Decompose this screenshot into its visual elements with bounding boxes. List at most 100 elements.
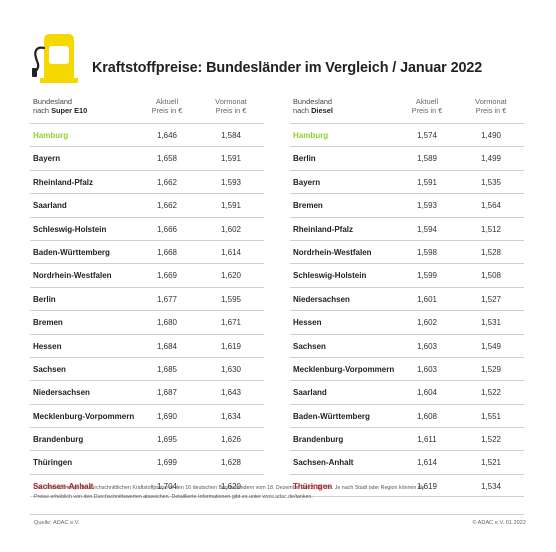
current-price-cell: 1,614 <box>416 458 438 468</box>
state-cell: Thüringen <box>293 481 333 491</box>
table-row: Mecklenburg-Vorpommern 1,603 1,529 <box>290 356 524 380</box>
table-row: Bremen 1,593 1,564 <box>290 193 524 216</box>
current-price-cell: 1,598 <box>416 247 438 257</box>
footnote: Die Übersicht zeigt die durchschnittlich… <box>34 485 425 500</box>
table-row: Niedersachsen 1,601 1,527 <box>290 286 524 310</box>
state-cell: Sachsen-Anhalt <box>33 481 94 491</box>
table-header: Bundesland nach Super E10 Aktuell Preis … <box>30 94 264 123</box>
previous-price-cell: 1,529 <box>480 364 502 374</box>
table-row: Mecklenburg-Vorpommern 1,690 1,634 <box>30 403 264 427</box>
state-cell: Niedersachsen <box>33 388 90 398</box>
table-row: Thüringen 1,619 1,534 <box>290 473 524 498</box>
previous-price-cell: 1,527 <box>480 294 502 304</box>
previous-price-cell: 1,535 <box>480 177 502 187</box>
current-price-cell: 1,699 <box>156 458 178 468</box>
state-cell: Sachsen-Anhalt <box>293 458 354 468</box>
previous-price-cell: 1,593 <box>220 177 242 187</box>
table-body: Hamburg 1,646 1,584 Bayern 1,658 1,591 Rheinla… <box>30 123 264 498</box>
state-cell: Sachsen <box>33 364 66 374</box>
previous-price-cell: 1,549 <box>480 341 502 351</box>
column-header-current: Aktuell Preis in € <box>151 97 183 115</box>
source-label: Quelle: ADAC e.V. <box>34 520 80 526</box>
table-row: Saarland 1,662 1,591 <box>30 193 264 216</box>
table-body: Hamburg 1,574 1,490 Berlin 1,589 1,499 Bayern 1… <box>290 123 524 498</box>
table-row: Hamburg 1,574 1,490 <box>290 123 524 146</box>
table-row: Baden-Württemberg 1,668 1,614 <box>30 239 264 263</box>
state-cell: Bremen <box>33 318 63 328</box>
previous-price-cell: 1,490 <box>480 131 502 140</box>
previous-price-cell: 1,522 <box>480 435 502 445</box>
current-price-cell: 1,593 <box>416 201 438 211</box>
current-price-cell: 1,687 <box>156 388 178 398</box>
table-diesel: Bundesland nach Diesel Aktuell Preis in … <box>290 94 524 498</box>
table-row: Schleswig-Holstein 1,599 1,508 <box>290 263 524 286</box>
column-header-current: Aktuell Preis in € <box>411 97 443 115</box>
footer-divider <box>30 514 524 515</box>
state-cell: Saarland <box>33 201 67 211</box>
previous-price-cell: 1,626 <box>220 435 242 445</box>
state-cell: Schleswig-Holstein <box>33 224 107 234</box>
current-price-cell: 1,604 <box>416 388 438 398</box>
table-row: Baden-Württemberg 1,608 1,551 <box>290 403 524 427</box>
table-row: Rheinland-Pfalz 1,662 1,593 <box>30 169 264 193</box>
previous-price-cell: 1,591 <box>220 201 242 211</box>
previous-price-cell: 1,551 <box>480 411 502 421</box>
state-cell: Saarland <box>293 388 327 398</box>
table-row: Bayern 1,591 1,535 <box>290 169 524 193</box>
current-price-cell: 1,599 <box>416 271 438 281</box>
state-cell: Sachsen <box>293 341 326 351</box>
previous-price-cell: 1,531 <box>480 318 502 328</box>
fuel-type-label: Super E10 <box>51 106 88 115</box>
state-cell: Mecklenburg-Vorpommern <box>33 411 135 421</box>
state-cell: Bayern <box>33 154 61 164</box>
page-title: Kraftstoffpreise: Bundesländer im Vergle… <box>92 60 483 76</box>
table-row: Nordrhein-Westfalen 1,669 1,620 <box>30 263 264 286</box>
table-row: Sachsen-Anhalt 1,614 1,521 <box>290 450 524 473</box>
state-cell: Berlin <box>293 154 316 164</box>
fuel-pump-icon <box>31 34 78 83</box>
state-cell: Hamburg <box>293 131 329 140</box>
table-header: Bundesland nach Diesel Aktuell Preis in … <box>290 94 524 123</box>
table-row: Sachsen 1,603 1,549 <box>290 333 524 357</box>
current-price-cell: 1,680 <box>156 318 178 328</box>
table-row: Saarland 1,604 1,522 <box>290 380 524 403</box>
state-cell: Rheinland-Pfalz <box>293 224 354 234</box>
state-cell: Hamburg <box>33 131 69 140</box>
copyright-label: © ADAC e.V. 01.2022 <box>472 520 526 526</box>
table-row: Niedersachsen 1,687 1,643 <box>30 380 264 403</box>
current-price-cell: 1,646 <box>156 131 178 140</box>
state-cell: Hessen <box>33 341 62 351</box>
previous-price-cell: 1,564 <box>480 201 502 211</box>
state-cell: Bremen <box>293 201 323 211</box>
previous-price-cell: 1,521 <box>480 458 502 468</box>
table-row: Hamburg 1,646 1,584 <box>30 123 264 146</box>
previous-price-cell: 1,602 <box>220 224 242 234</box>
previous-price-cell: 1,584 <box>220 131 242 140</box>
state-cell: Thüringen <box>33 458 73 468</box>
table-row: Brandenburg 1,695 1,626 <box>30 427 264 450</box>
previous-price-cell: 1,528 <box>480 247 502 257</box>
state-cell: Baden-Württemberg <box>293 411 370 421</box>
state-cell: Berlin <box>33 294 56 304</box>
current-price-cell: 1,602 <box>416 318 438 328</box>
previous-price-cell: 1,671 <box>220 318 242 328</box>
current-price-cell: 1,611 <box>417 435 437 445</box>
current-price-cell: 1,690 <box>156 411 178 421</box>
table-row: Hessen 1,602 1,531 <box>290 310 524 333</box>
state-cell: Mecklenburg-Vorpommern <box>293 364 395 374</box>
current-price-cell: 1,668 <box>156 247 178 257</box>
current-price-cell: 1,662 <box>156 177 178 187</box>
previous-price-cell: 1,620 <box>220 271 242 281</box>
table-super-e10: Bundesland nach Super E10 Aktuell Preis … <box>30 94 264 498</box>
previous-price-cell: 1,628 <box>220 458 242 468</box>
column-header-state: Bundesland nach Diesel <box>293 97 333 115</box>
header: Kraftstoffpreise: Bundesländer im Vergle… <box>30 28 530 88</box>
previous-price-cell: 1,591 <box>220 154 242 164</box>
state-cell: Bayern <box>293 177 321 187</box>
previous-price-cell: 1,634 <box>220 411 242 421</box>
current-price-cell: 1,601 <box>416 294 438 304</box>
previous-price-cell: 1,619 <box>220 341 242 351</box>
current-price-cell: 1,684 <box>156 341 178 351</box>
table-row: Berlin 1,589 1,499 <box>290 146 524 169</box>
previous-price-cell: 1,643 <box>220 388 242 398</box>
